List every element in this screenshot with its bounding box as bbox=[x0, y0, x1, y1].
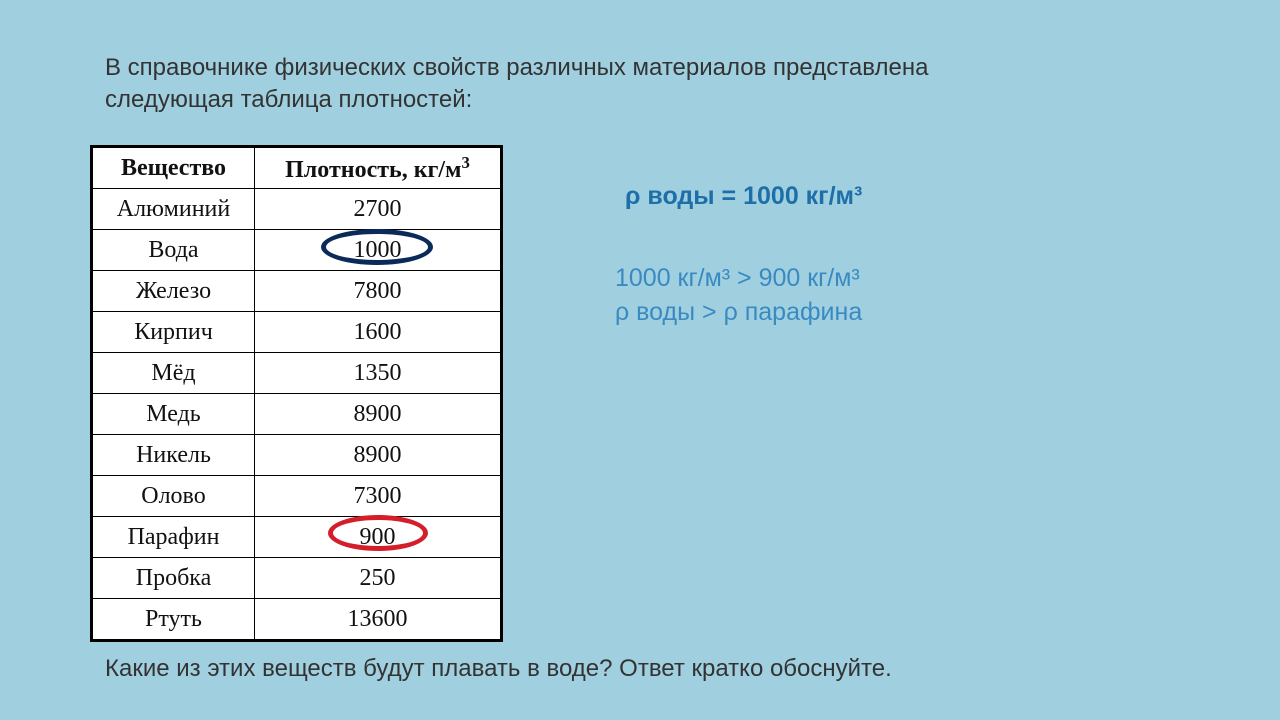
formula1-text: ρ воды = 1000 кг/м³ bbox=[625, 182, 862, 210]
cell-substance: Пробка bbox=[93, 558, 255, 599]
cell-substance: Кирпич bbox=[93, 312, 255, 353]
cell-density: 250 bbox=[255, 558, 501, 599]
table-row: Медь8900 bbox=[93, 394, 501, 435]
intro-text: В справочнике физических свойств различн… bbox=[105, 52, 1175, 117]
density-table-container: Вещество Плотность, кг/м3 Алюминий2700 В… bbox=[90, 145, 503, 642]
table-row: Железо7800 bbox=[93, 271, 501, 312]
cell-density: 8900 bbox=[255, 394, 501, 435]
header-density: Плотность, кг/м3 bbox=[255, 148, 501, 189]
cell-density: 1000 bbox=[255, 230, 501, 271]
cell-density: 8900 bbox=[255, 435, 501, 476]
cell-substance: Никель bbox=[93, 435, 255, 476]
header-density-prefix: Плотность, кг/м bbox=[285, 157, 461, 183]
table-body: Алюминий2700 Вода1000 Железо7800 Кирпич1… bbox=[93, 189, 501, 640]
table-row: Мёд1350 bbox=[93, 353, 501, 394]
table-row: Парафин900 bbox=[93, 517, 501, 558]
intro-line-1: В справочнике физических свойств различн… bbox=[105, 54, 928, 81]
cell-density: 13600 bbox=[255, 599, 501, 640]
table-row: Алюминий2700 bbox=[93, 189, 501, 230]
formula-water-density: ρ воды = 1000 кг/м³ bbox=[625, 180, 862, 214]
table-row: Кирпич1600 bbox=[93, 312, 501, 353]
table-row: Пробка250 bbox=[93, 558, 501, 599]
cell-substance: Олово bbox=[93, 476, 255, 517]
cell-substance: Медь bbox=[93, 394, 255, 435]
density-table: Вещество Плотность, кг/м3 Алюминий2700 В… bbox=[92, 147, 501, 640]
cell-substance: Железо bbox=[93, 271, 255, 312]
table-row: Олово7300 bbox=[93, 476, 501, 517]
table-row: Никель8900 bbox=[93, 435, 501, 476]
cell-density: 2700 bbox=[255, 189, 501, 230]
question-text: Какие из этих веществ будут плавать в во… bbox=[105, 655, 1175, 683]
header-substance: Вещество bbox=[93, 148, 255, 189]
cell-substance: Вода bbox=[93, 230, 255, 271]
cell-density: 7800 bbox=[255, 271, 501, 312]
header-density-exp: 3 bbox=[461, 153, 469, 172]
table-header-row: Вещество Плотность, кг/м3 bbox=[93, 148, 501, 189]
cell-density: 7300 bbox=[255, 476, 501, 517]
cell-density: 900 bbox=[255, 517, 501, 558]
cell-substance: Парафин bbox=[93, 517, 255, 558]
table-row: Ртуть13600 bbox=[93, 599, 501, 640]
formula2-line2: ρ воды > ρ парафина bbox=[615, 298, 862, 326]
cell-density: 1600 bbox=[255, 312, 501, 353]
table-row: Вода1000 bbox=[93, 230, 501, 271]
formula-comparison: 1000 кг/м³ > 900 кг/м³ ρ воды > ρ парафи… bbox=[615, 262, 862, 330]
cell-density: 1350 bbox=[255, 353, 501, 394]
cell-substance: Ртуть bbox=[93, 599, 255, 640]
cell-substance: Мёд bbox=[93, 353, 255, 394]
cell-substance: Алюминий bbox=[93, 189, 255, 230]
intro-line-2: следующая таблица плотностей: bbox=[105, 86, 472, 113]
formula2-line1: 1000 кг/м³ > 900 кг/м³ bbox=[615, 264, 860, 292]
